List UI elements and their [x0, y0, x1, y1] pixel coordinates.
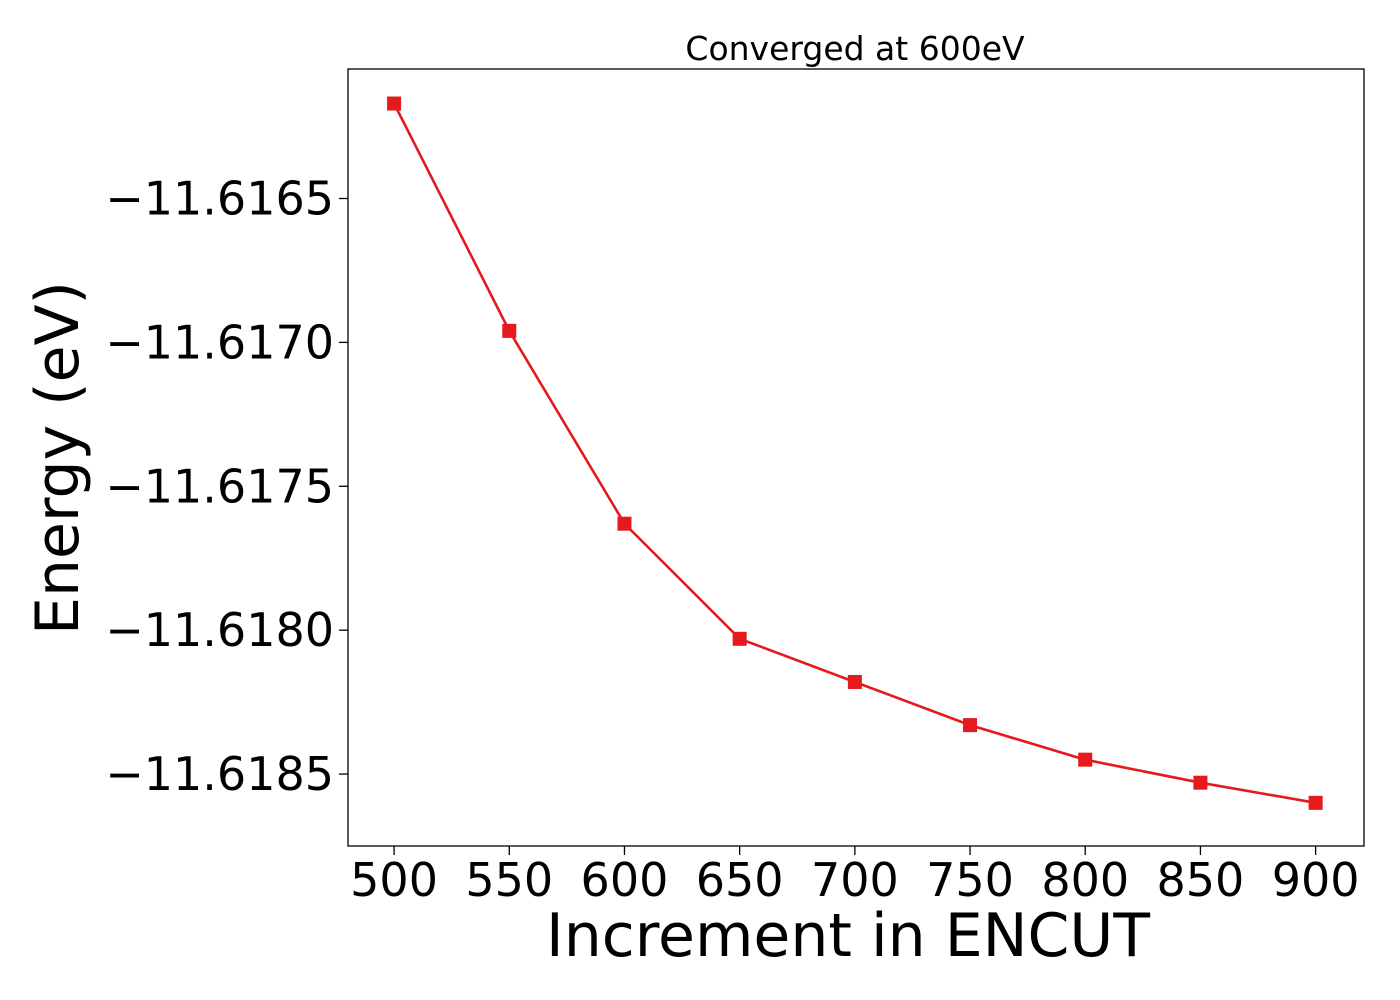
chart-title: Converged at 600eV — [685, 29, 1025, 68]
y-tick-label: −11.6165 — [105, 172, 334, 226]
x-tick-label: 500 — [350, 853, 438, 907]
y-axis-ticks: −11.6165 −11.6170 −11.6175 −11.6180 −11.6185 — [105, 172, 348, 801]
y-axis-label: Energy (eV) — [23, 281, 93, 635]
data-point — [1308, 795, 1323, 810]
x-tick-label: 900 — [1272, 853, 1360, 907]
data-point — [617, 516, 632, 531]
x-tick-label: 750 — [926, 853, 1014, 907]
x-tick-label: 650 — [696, 853, 784, 907]
plot-area-frame — [347, 68, 1365, 847]
x-tick-label: 600 — [581, 853, 669, 907]
y-tick-label: −11.6175 — [105, 459, 334, 513]
data-point — [847, 674, 862, 689]
x-tick-label: 850 — [1157, 853, 1245, 907]
data-point — [732, 631, 747, 646]
x-tick-label: 700 — [811, 853, 899, 907]
x-tick-label: 550 — [465, 853, 553, 907]
series-layer — [387, 96, 1323, 810]
data-point — [1078, 752, 1093, 767]
series-line — [392, 102, 1316, 805]
y-tick-label: −11.6180 — [105, 603, 334, 657]
y-tick-label: −11.6170 — [105, 315, 334, 369]
x-axis-ticks: 500 550 600 650 700 750 800 850 900 — [350, 846, 1360, 907]
data-point — [963, 718, 978, 733]
data-point — [1193, 775, 1208, 790]
data-point — [387, 96, 402, 111]
x-tick-label: 800 — [1041, 853, 1129, 907]
y-tick-label: −11.6185 — [105, 747, 334, 801]
x-axis-label: Increment in ENCUT — [546, 901, 1150, 971]
data-point — [502, 323, 517, 338]
